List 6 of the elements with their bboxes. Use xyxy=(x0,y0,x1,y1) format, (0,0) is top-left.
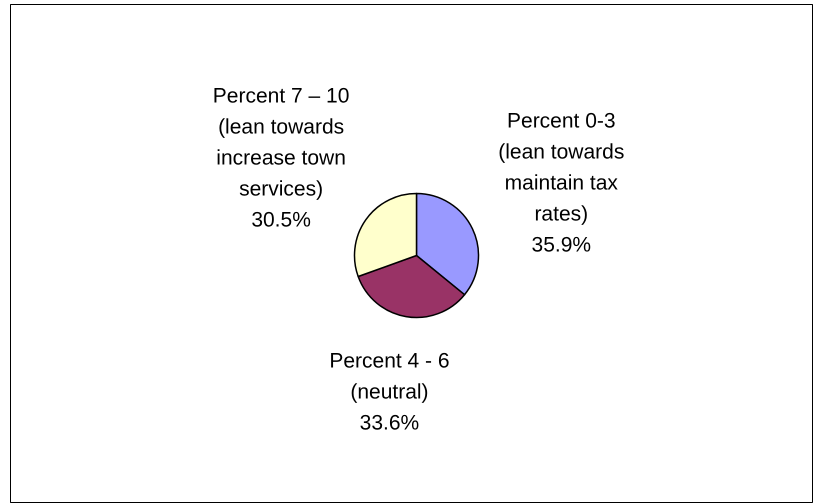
data-label: 35.9% xyxy=(532,233,592,256)
data-label: 30.5% xyxy=(251,208,311,232)
slice-label: Percent 4 - 6 (neutral) xyxy=(329,350,450,404)
slice-label: Percent 7 – 10 (lean towards increase town services) xyxy=(212,84,350,201)
slice-label: Percent 0-3 (lean towards maintain tax rates) xyxy=(498,109,624,226)
data-label: 33.6% xyxy=(360,412,420,435)
